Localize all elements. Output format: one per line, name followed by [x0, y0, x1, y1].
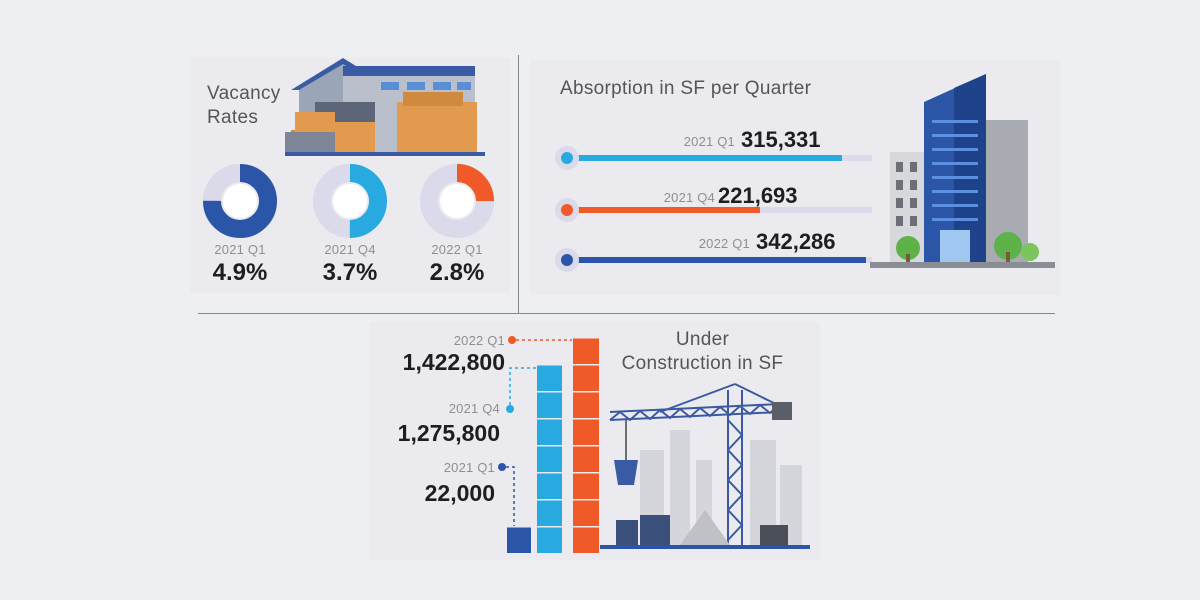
construction-connector-2: [509, 367, 540, 405]
absorption-title: Absorption in SF per Quarter: [560, 78, 812, 99]
construction-period-2: 2021 Q4: [448, 401, 500, 416]
absorption-marker-3: [555, 248, 579, 272]
vacancy-period-1: 2021 Q1: [214, 242, 266, 257]
construction-bars: [498, 336, 599, 553]
construction-title-line1: Under: [675, 329, 730, 350]
absorption-bar-1: [566, 155, 842, 161]
construction-bar-2022-q1-block: [573, 392, 599, 418]
vacancy-period-3: 2022 Q1: [431, 242, 483, 257]
construction-bar-2021-q4-block: [537, 527, 562, 553]
construction-bar-2022-q1-block: [573, 365, 599, 391]
vertical-divider: [518, 55, 519, 313]
construction-value-3: 22,000: [424, 480, 495, 506]
construction-bar-2021-q4-block: [537, 473, 562, 499]
construction-bar-2021-q4-block: [537, 419, 562, 445]
vacancy-value-1: 4.9%: [212, 259, 268, 286]
construction-value-2: 1,275,800: [397, 420, 500, 446]
construction-value-1: 1,422,800: [402, 349, 505, 375]
absorption-bar-2: [566, 207, 760, 213]
construction-connector-3: [506, 466, 515, 526]
construction-bar-2022-q1-block: [573, 419, 599, 445]
warehouse-icon: [285, 58, 485, 156]
vacancy-donut-1-arc: [203, 164, 277, 238]
vacancy-period-2: 2021 Q4: [324, 242, 376, 257]
construction-marker-1: [508, 336, 516, 344]
construction-period-1: 2022 Q1: [453, 333, 505, 348]
vacancy-donut-2: [313, 164, 387, 238]
absorption-bar-3: [566, 257, 866, 263]
absorption-marker-2: [555, 198, 579, 222]
office-building-icon: [870, 74, 1055, 268]
construction-bar-2022-q1-block: [573, 338, 599, 364]
absorption-value-2: 221,693: [718, 183, 798, 208]
construction-marker-3: [498, 463, 506, 471]
absorption-marker-1: [555, 146, 579, 170]
construction-marker-2: [506, 405, 514, 413]
construction-bar-2022-q1-block: [573, 446, 599, 472]
construction-bar-2022-q1-block: [573, 500, 599, 526]
construction-title-line2: Construction in SF: [621, 353, 784, 374]
absorption-period-1: 2021 Q1: [683, 134, 735, 149]
vacancy-value-3: 2.8%: [429, 259, 485, 286]
construction-bar-2022-q1-block: [573, 473, 599, 499]
vacancy-title-line2: Rates: [207, 107, 259, 128]
construction-bar-2021-q1-block: [507, 527, 531, 553]
vacancy-donut-1: [203, 164, 277, 238]
construction-crane-icon: [600, 383, 810, 549]
horizontal-divider: [198, 313, 1055, 314]
vacancy-title: Vacancy Rates: [207, 82, 281, 130]
construction-bar-2021-q4-block: [537, 392, 562, 418]
construction-title: Under Construction in SF: [615, 328, 790, 376]
construction-bar-2022-q1-block: [573, 527, 599, 553]
vacancy-title-line1: Vacancy: [207, 83, 281, 104]
absorption-period-3: 2022 Q1: [698, 236, 750, 251]
absorption-period-2: 2021 Q4: [663, 190, 715, 205]
absorption-value-3: 342,286: [756, 229, 836, 254]
vacancy-donut-2-arc: [313, 164, 387, 238]
construction-bar-2021-q4-block: [537, 446, 562, 472]
construction-bar-2021-q4-block: [537, 500, 562, 526]
vacancy-donut-3-arc: [420, 164, 494, 238]
construction-bar-2021-q4-block: [537, 365, 562, 391]
vacancy-donut-3: [420, 164, 494, 238]
construction-period-3: 2021 Q1: [443, 460, 495, 475]
absorption-value-1: 315,331: [741, 127, 821, 152]
vacancy-value-2: 3.7%: [322, 259, 378, 286]
